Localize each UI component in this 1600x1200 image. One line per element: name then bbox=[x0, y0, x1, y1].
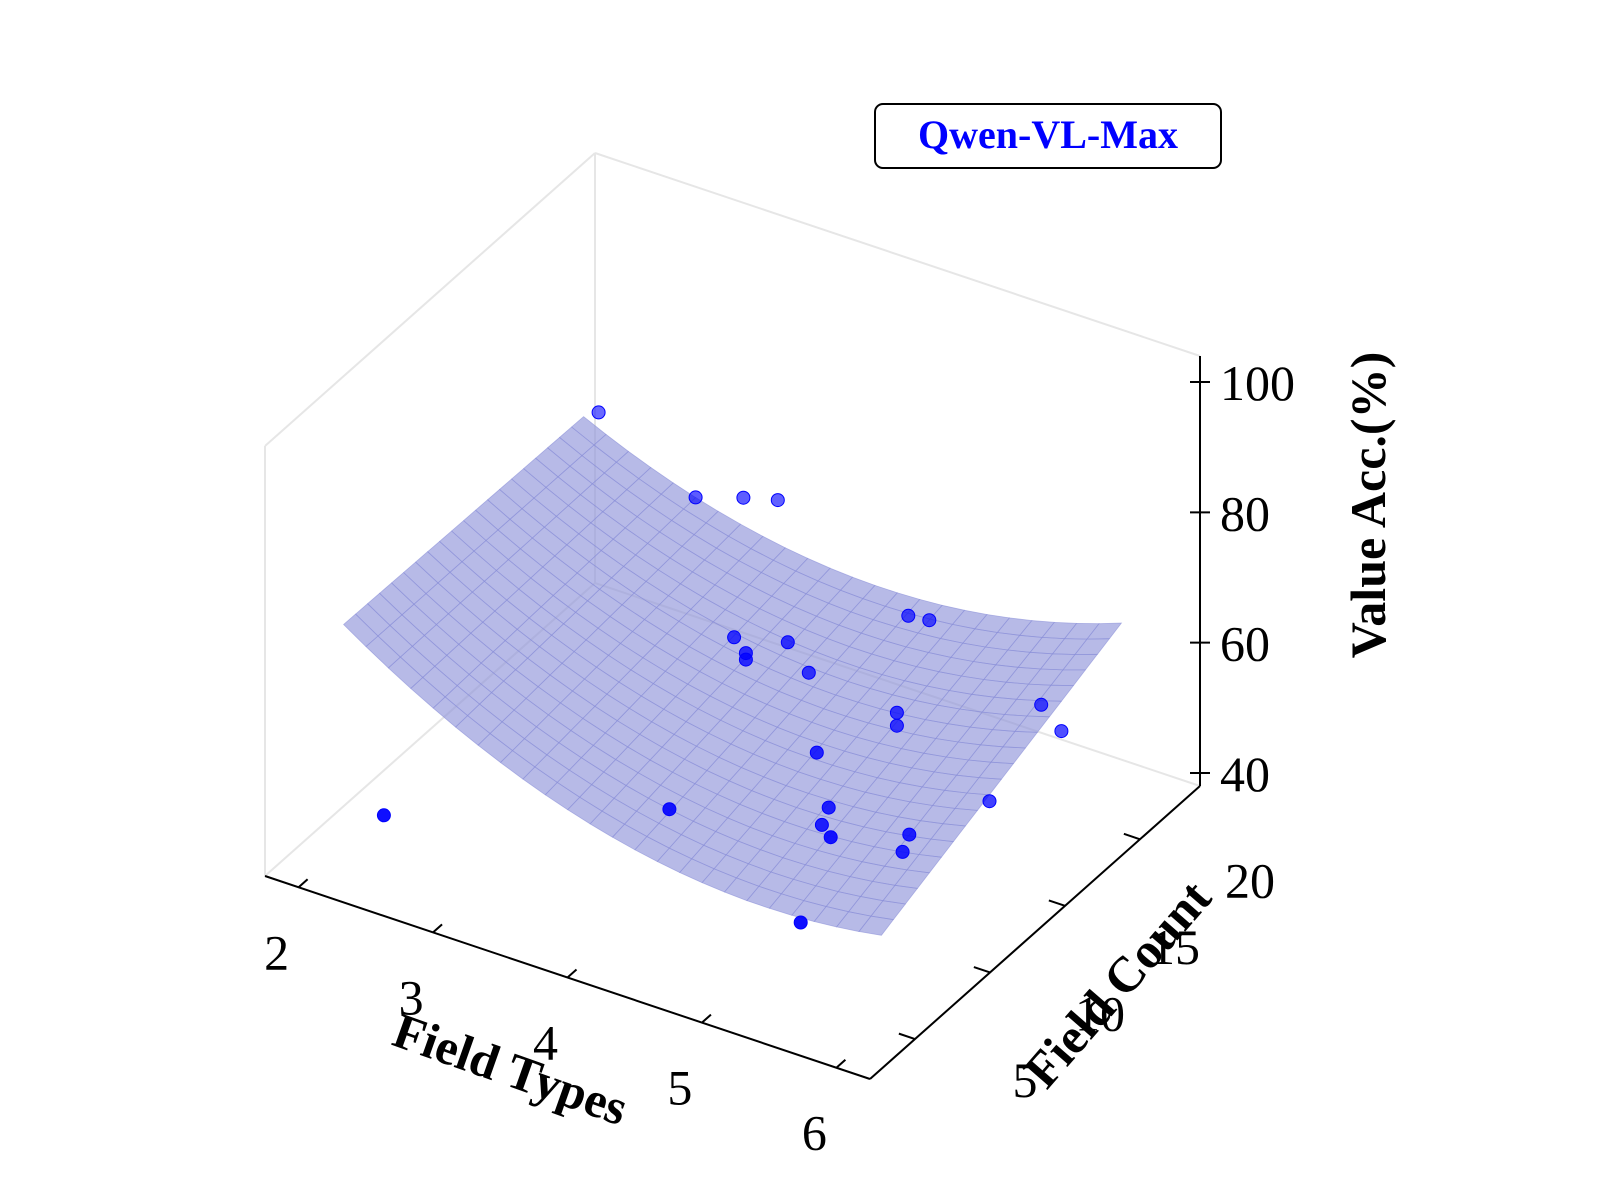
data-point bbox=[736, 490, 751, 505]
data-point bbox=[895, 844, 910, 859]
y-tick-mark bbox=[1048, 899, 1066, 907]
y-tick-label: 15 bbox=[1150, 919, 1200, 975]
fitted-surface bbox=[343, 416, 1123, 936]
y-axis-line bbox=[869, 785, 1201, 1080]
y-tick-mark bbox=[898, 1032, 916, 1040]
y-axis-title: Field Count bbox=[1013, 869, 1222, 1098]
z-tick-label: 40 bbox=[1220, 746, 1270, 802]
z-tick-label: 100 bbox=[1220, 355, 1295, 411]
data-point bbox=[821, 800, 836, 815]
y-tick-mark bbox=[1123, 832, 1141, 841]
data-point bbox=[889, 705, 904, 720]
data-point bbox=[801, 665, 816, 680]
y-tick-label: 10 bbox=[1075, 986, 1125, 1042]
data-point bbox=[902, 827, 917, 842]
data-points bbox=[376, 405, 1069, 930]
x-tick-label: 4 bbox=[533, 1015, 558, 1071]
x-axis-title: Field Types bbox=[386, 1002, 635, 1136]
data-point bbox=[1054, 724, 1069, 739]
x-tick-mark bbox=[566, 968, 578, 979]
data-point bbox=[982, 794, 997, 809]
data-point bbox=[662, 802, 677, 817]
z-axis-title: Value Acc.(%) bbox=[1340, 352, 1396, 658]
x-tick-mark bbox=[297, 878, 309, 889]
data-point bbox=[814, 817, 829, 832]
data-point bbox=[688, 490, 703, 505]
data-point bbox=[376, 808, 391, 823]
data-point bbox=[922, 613, 937, 628]
pane-edge bbox=[264, 152, 596, 447]
data-point bbox=[793, 915, 808, 930]
x-tick-label: 5 bbox=[667, 1060, 692, 1116]
data-point bbox=[1034, 697, 1049, 712]
z-tick-label: 80 bbox=[1220, 485, 1270, 541]
z-tick-label: 60 bbox=[1220, 616, 1270, 672]
data-point bbox=[770, 493, 785, 508]
data-point bbox=[901, 608, 916, 623]
data-point bbox=[889, 718, 904, 733]
x-tick-label: 6 bbox=[802, 1105, 827, 1161]
legend: Qwen-VL-Max bbox=[874, 103, 1222, 169]
x-tick-mark bbox=[835, 1058, 847, 1069]
data-point bbox=[738, 652, 753, 667]
x-tick-label: 3 bbox=[399, 969, 424, 1025]
data-point bbox=[780, 635, 795, 650]
surface-patch bbox=[1086, 622, 1123, 640]
x-tick-mark bbox=[701, 1013, 712, 1024]
y-tick-label: 5 bbox=[1013, 1052, 1038, 1108]
legend-label: Qwen-VL-Max bbox=[918, 112, 1178, 157]
x-tick-mark bbox=[432, 923, 443, 934]
data-point bbox=[591, 405, 606, 420]
y-tick-mark bbox=[973, 966, 991, 974]
legend-box bbox=[874, 103, 1222, 169]
data-point bbox=[727, 630, 742, 645]
pane-edge bbox=[594, 152, 1201, 357]
data-point bbox=[809, 745, 824, 760]
axes: 2 3 4 5 6 5 10 15 20 40 60 80 100 bbox=[264, 355, 1295, 1161]
y-tick-label: 20 bbox=[1225, 852, 1275, 908]
x-tick-label: 2 bbox=[264, 924, 289, 980]
data-point bbox=[823, 830, 838, 845]
